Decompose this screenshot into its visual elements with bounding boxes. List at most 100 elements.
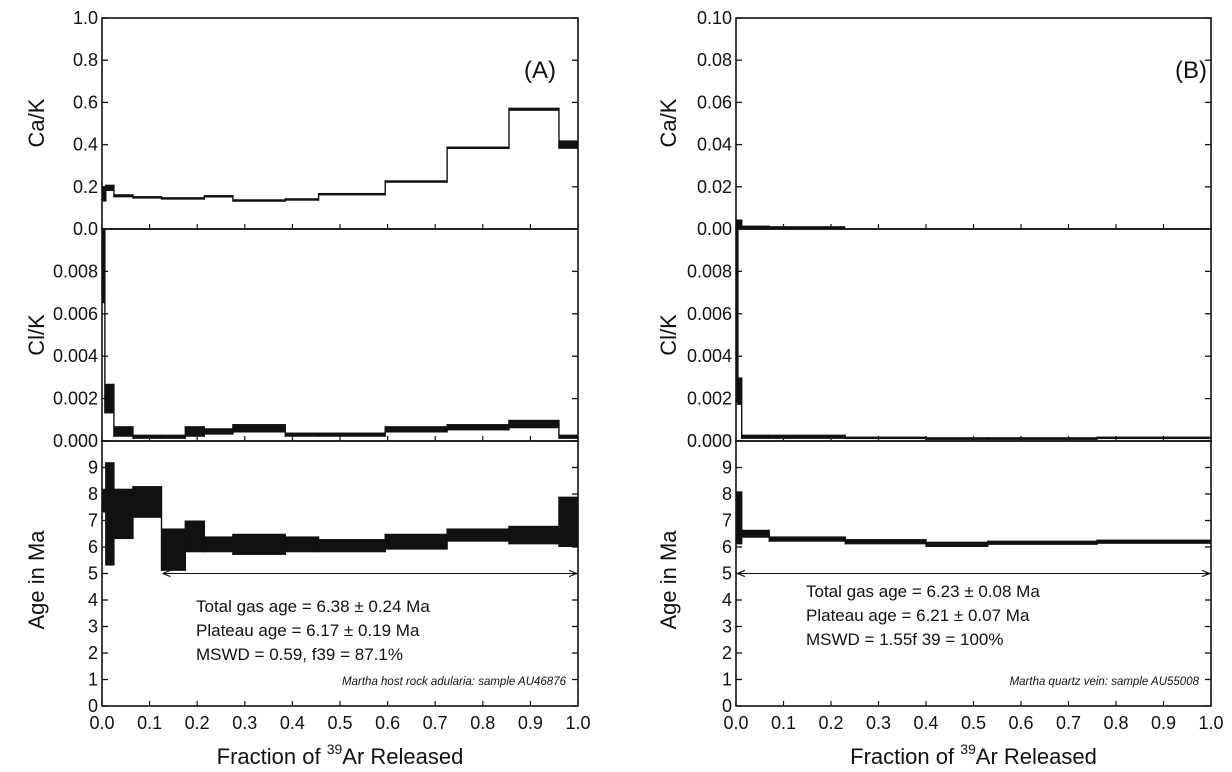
step-box	[508, 525, 559, 545]
y-tick-label: 0.008	[53, 261, 98, 281]
step-box	[318, 432, 386, 437]
subplot-cak-b: 0.00 0.02 0.04 0.06 0.08 0.10 Ca/K	[656, 8, 1212, 239]
step-box	[508, 107, 559, 111]
x-tick-label: 0.1	[771, 713, 796, 733]
x-tick-label: 0.5	[327, 713, 352, 733]
subplot-cak-a: 0.0 0.2 0.4 0.6 0.8 1.0 Ca/K	[24, 8, 579, 239]
y-tick-label: 8	[722, 484, 732, 504]
y-tick-label: 8	[88, 484, 98, 504]
x-tick-label: 0.5	[961, 713, 986, 733]
y-tick-label: 2	[88, 643, 98, 663]
x-tick-label: 0.2	[818, 713, 843, 733]
step-box	[447, 424, 509, 431]
x-tick-label: 0.9	[1151, 713, 1176, 733]
panel-letter: (A)	[524, 57, 556, 84]
step-box	[105, 462, 114, 566]
x-tick-label: 0.7	[1056, 713, 1081, 733]
x-axis-label-suffix: Ar Released	[342, 744, 463, 769]
step-box	[385, 533, 448, 550]
step-box	[741, 225, 770, 229]
step-box	[741, 434, 770, 439]
y-tick-label: 5	[88, 564, 98, 584]
step-box	[769, 226, 846, 229]
y-tick-label: 0	[722, 696, 732, 716]
x-tick-label: 0.6	[375, 713, 400, 733]
y-tick-label: 0.06	[697, 92, 732, 112]
step-box	[558, 496, 578, 547]
step-box	[508, 419, 559, 429]
y-tick-label: 3	[722, 617, 732, 637]
step-box	[769, 434, 846, 439]
step-box	[736, 491, 742, 545]
x-axis-label-superscript: 39	[327, 741, 343, 757]
panel-letter: (B)	[1175, 57, 1207, 84]
y-tick-label: 1.0	[73, 8, 98, 28]
y-tick-label: 7	[88, 511, 98, 531]
y-tick-label: 2	[722, 643, 732, 663]
y-tick-label: 1	[722, 670, 732, 690]
y-tick-label: 7	[722, 511, 732, 531]
y-tick-label: 0.002	[53, 389, 98, 409]
y-tick-label: 6	[722, 537, 732, 557]
step-box	[232, 424, 286, 433]
x-tick-label: 0.3	[866, 713, 891, 733]
step-box	[285, 432, 319, 437]
axes-frame	[101, 228, 579, 442]
step-box	[102, 229, 105, 304]
step-box	[558, 434, 578, 439]
sample-note: Martha quartz vein: sample AU55008	[1010, 676, 1200, 688]
x-axis-label: Fraction of 39Ar Released	[217, 741, 464, 769]
step-box	[185, 520, 205, 553]
step-box	[161, 434, 186, 439]
x-tick-label: 1.0	[565, 713, 590, 733]
step-box	[385, 426, 448, 433]
y-tick-label: 0.000	[687, 431, 732, 451]
step-box	[232, 533, 286, 555]
step-box	[204, 536, 233, 553]
y-tick-label: 0.006	[53, 304, 98, 324]
step-box	[113, 194, 133, 198]
step-box	[318, 192, 386, 196]
sample-note: Martha host rock adularia: sample AU4687…	[342, 676, 567, 688]
step-box	[447, 528, 509, 542]
y-tick-label: 4	[722, 590, 732, 610]
step-box	[741, 529, 770, 538]
y-tick-label: 0.08	[697, 50, 732, 70]
x-tick-label: 0.6	[1008, 713, 1033, 733]
x-axis-label: Fraction of 39Ar Released	[850, 741, 1097, 769]
x-tick-label: 0.8	[1103, 713, 1128, 733]
y-axis-label: Cl/K	[656, 314, 681, 356]
y-tick-label: 0.00	[697, 219, 732, 239]
x-tick-label: 0.7	[423, 713, 448, 733]
subplot-age-b: 0 1 2 3 4 5 6 7 8 9 Age in Ma Total gas age = 6.23 …	[656, 440, 1212, 716]
x-tick-label: 0.9	[518, 713, 543, 733]
y-tick-label: 3	[88, 617, 98, 637]
step-box	[105, 184, 114, 192]
step-box	[185, 426, 205, 437]
x-axis-label-prefix: Fraction of	[850, 744, 960, 769]
step-box	[987, 437, 1097, 440]
y-tick-label: 0.8	[73, 50, 98, 70]
y-tick-label: 0.0	[73, 219, 98, 239]
step-box	[558, 140, 578, 149]
age-info-line: Plateau age = 6.21 ± 0.07 Ma	[806, 606, 1030, 625]
y-tick-label: 1	[88, 670, 98, 690]
step-box	[736, 229, 738, 403]
x-tick-label: 1.0	[1198, 713, 1223, 733]
y-tick-label: 0.002	[687, 389, 732, 409]
step-box	[132, 486, 162, 518]
step-box	[204, 428, 233, 435]
y-tick-label: 9	[722, 458, 732, 478]
step-box	[204, 195, 233, 198]
y-axis-label: Age in Ma	[656, 530, 681, 630]
step-box	[769, 536, 846, 542]
step-box	[318, 539, 386, 553]
y-tick-label: 4	[88, 590, 98, 610]
step-box	[845, 539, 926, 545]
y-tick-label: 0.04	[697, 135, 732, 155]
axes-frame	[735, 228, 1212, 442]
x-tick-label: 0.4	[913, 713, 938, 733]
y-axis-label: Ca/K	[24, 98, 49, 147]
step-box	[102, 186, 106, 202]
